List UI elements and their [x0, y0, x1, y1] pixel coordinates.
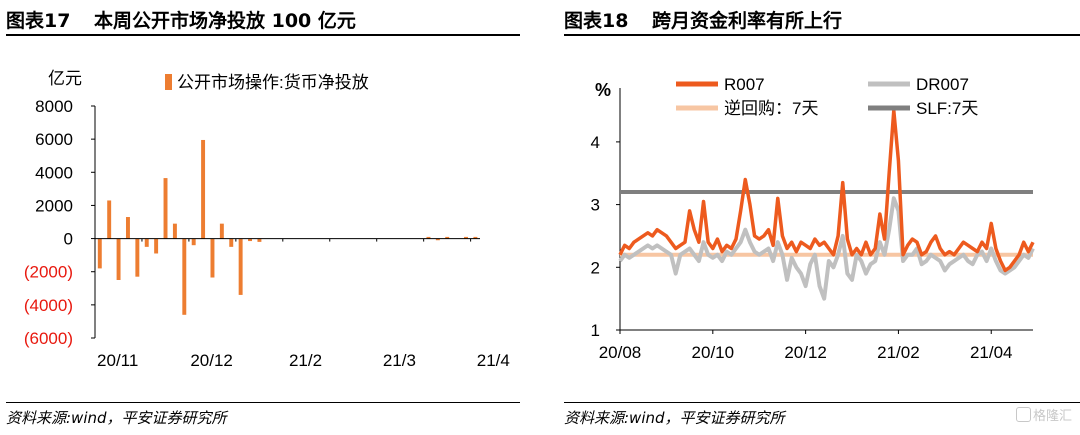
left-figure-title: 本周公开市场净投放 100 亿元 — [94, 10, 356, 32]
bar-mark — [257, 238, 262, 242]
bar-mark — [473, 236, 478, 239]
bar-mark — [135, 238, 140, 277]
line-legend-label: SLF:7天 — [916, 99, 978, 118]
bar-mark — [154, 238, 159, 254]
bar-mark — [144, 238, 149, 247]
watermark-text: 格隆汇 — [1032, 409, 1072, 424]
right-figure-id: 图表18 — [564, 10, 629, 32]
right-panel: 图表18 跨月资金利率有所上行 % 1 2 3 4 20/08 20/10 20/12 21/0… — [558, 0, 1080, 435]
left-panel: 图表17 本周公开市场净投放 100 亿元 亿元 公开市场操作:货币净投放 8000… — [0, 0, 520, 435]
bar-mark — [464, 236, 468, 239]
bar-x-tick-label: 20/12 — [190, 351, 233, 370]
left-title-bar: 图表17 本周公开市场净投放 100 亿元 — [6, 4, 520, 36]
bar-y-tick-label: 6000 — [35, 130, 73, 149]
line-y-unit-label: % — [595, 80, 611, 100]
bar-mark — [191, 238, 196, 246]
bar-x-tick-label: 21/4 — [477, 351, 510, 370]
line-series-0 — [618, 108, 1035, 273]
bar-mark — [163, 178, 168, 239]
bar-mark — [182, 238, 187, 315]
bar-mark — [229, 238, 234, 247]
line-chart: % 1 2 3 4 20/08 20/10 20/12 21/02 21/04 R007 DR007 逆… — [591, 75, 1035, 362]
right-figure-title: 跨月资金利率有所上行 — [652, 10, 843, 32]
left-figure-id: 图表17 — [6, 10, 71, 32]
bar-mark — [219, 223, 224, 239]
bar-chart: 亿元 公开市场操作:货币净投放 8000 6000 4000 2000 0 (2000) (40… — [24, 69, 510, 370]
bar-mark — [201, 139, 206, 239]
left-source-note: 资料来源:wind，平安证券研究所 — [6, 402, 520, 428]
line-x-tick-label: 20/08 — [599, 343, 642, 362]
bar-legend-swatch — [165, 74, 172, 90]
bar-x-tick-label: 21/2 — [289, 351, 322, 370]
watermark: 格隆汇 — [1015, 405, 1072, 424]
bar-mark — [116, 238, 121, 280]
bar-mark — [238, 238, 243, 295]
bar-mark — [107, 200, 112, 239]
bar-mark — [172, 223, 177, 239]
right-title-bar: 图表18 跨月资金利率有所上行 — [564, 4, 1080, 36]
bar-y-tick-label: 0 — [64, 230, 73, 249]
line-y-tick-label: 1 — [591, 321, 600, 340]
bar-y-tick-label: 8000 — [35, 97, 73, 116]
line-x-tick-label: 20/12 — [784, 343, 827, 362]
line-y-tick-label: 4 — [591, 133, 600, 152]
bar-mark — [426, 236, 431, 239]
bar-mark — [210, 238, 215, 278]
line-legend-label: DR007 — [916, 75, 969, 94]
bar-mark — [125, 217, 130, 239]
line-legend-label: R007 — [724, 75, 765, 94]
line-series-1 — [618, 196, 1035, 301]
line-legend-label: 逆回购：7天 — [724, 99, 818, 118]
line-x-tick-label: 20/10 — [692, 343, 735, 362]
bar-y-tick-label: 2000 — [35, 196, 73, 215]
bar-mark — [97, 238, 102, 269]
line-x-tick-label: 21/04 — [970, 343, 1013, 362]
bar-legend-label: 公开市场操作:货币净投放 — [177, 73, 369, 92]
line-x-tick-label: 21/02 — [877, 343, 920, 362]
bar-mark — [248, 238, 252, 242]
bar-mark — [435, 238, 440, 241]
watermark-logo-icon — [1015, 407, 1031, 422]
bar-y-tick-label: (6000) — [24, 329, 73, 348]
right-source-note: 资料来源:wind，平安证券研究所 — [564, 402, 1080, 428]
bar-y-tick-label: (4000) — [24, 296, 73, 315]
bar-y-tick-label: 4000 — [35, 163, 73, 182]
bar-y-unit-label: 亿元 — [48, 69, 82, 88]
bar-x-tick-label: 21/3 — [383, 351, 416, 370]
bar-x-tick-label: 20/11 — [97, 351, 138, 370]
line-y-tick-label: 2 — [591, 258, 600, 277]
line-y-tick-label: 3 — [591, 196, 600, 215]
bar-y-tick-label: (2000) — [24, 263, 73, 282]
bar-mark — [445, 236, 450, 239]
